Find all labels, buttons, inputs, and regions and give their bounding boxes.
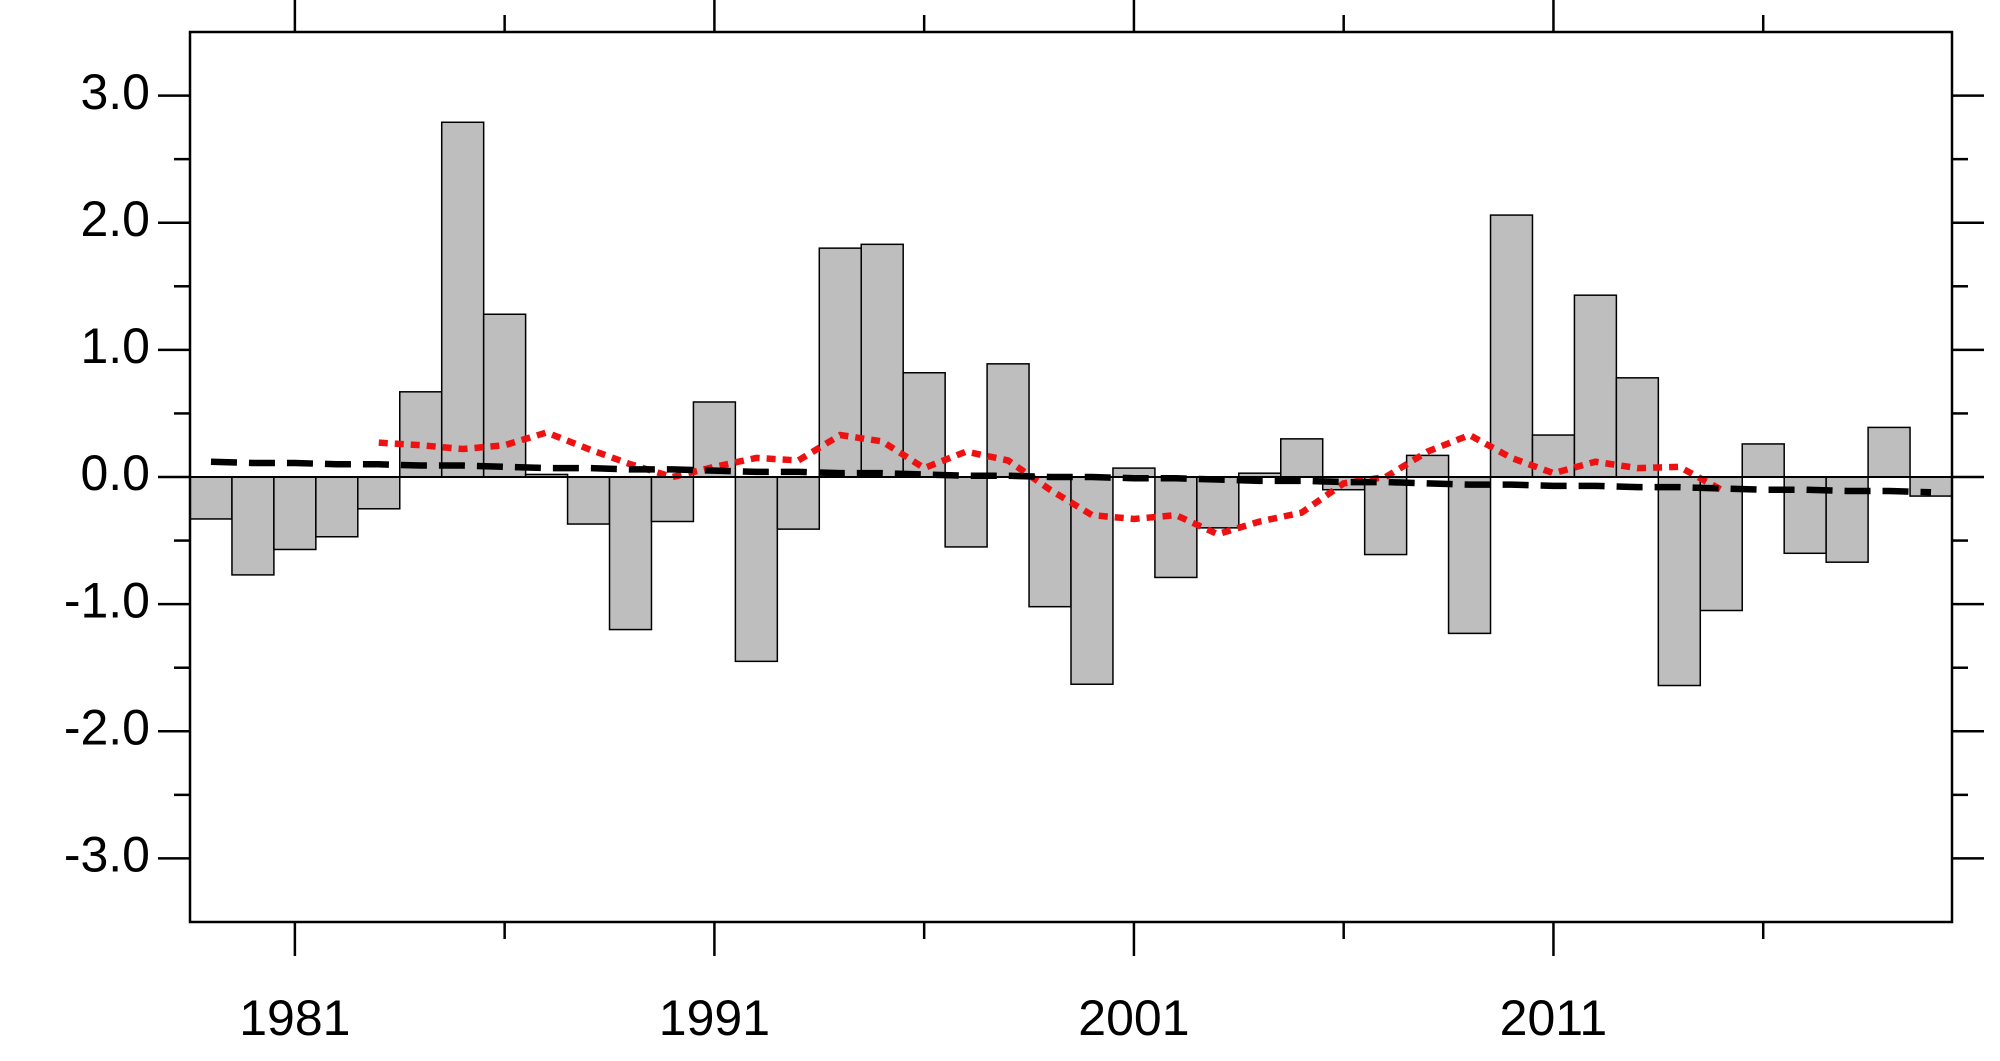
bar bbox=[692, 401, 737, 478]
bar bbox=[1531, 434, 1576, 478]
y-tick-label: 1.0 bbox=[80, 318, 150, 374]
bar bbox=[734, 476, 779, 663]
bar bbox=[315, 476, 359, 538]
bar bbox=[860, 243, 904, 478]
bar bbox=[357, 476, 401, 510]
x-tick-label: 2001 bbox=[1078, 990, 1189, 1046]
y-tick-label: 3.0 bbox=[80, 64, 150, 120]
x-tick-label: 1991 bbox=[659, 990, 770, 1046]
y-tick-label: -3.0 bbox=[64, 827, 150, 883]
bar bbox=[566, 476, 611, 525]
bar bbox=[1489, 214, 1534, 478]
bar bbox=[189, 476, 233, 520]
bar bbox=[650, 476, 695, 523]
bar bbox=[1280, 438, 1324, 478]
bar bbox=[944, 476, 988, 548]
bar bbox=[1867, 426, 1911, 478]
y-tick-label: 2.0 bbox=[80, 191, 150, 247]
x-tick-label: 2011 bbox=[1500, 990, 1608, 1046]
bar bbox=[1196, 476, 1240, 529]
bar bbox=[1699, 476, 1743, 612]
bar bbox=[1615, 377, 1660, 478]
bar bbox=[273, 476, 317, 551]
bar bbox=[1363, 476, 1408, 556]
bar bbox=[1154, 476, 1198, 579]
bar bbox=[1573, 294, 1618, 478]
bar bbox=[1741, 443, 1785, 478]
bar bbox=[440, 121, 485, 478]
bar bbox=[608, 476, 653, 631]
bar bbox=[902, 371, 946, 478]
bar bbox=[1657, 476, 1702, 687]
y-tick-label: -1.0 bbox=[64, 572, 150, 628]
bar bbox=[482, 313, 527, 478]
y-tick-label: 0.0 bbox=[80, 445, 150, 501]
line bbox=[378, 429, 1723, 538]
bar bbox=[231, 476, 275, 576]
y-tick-label: -2.0 bbox=[64, 699, 150, 755]
bar bbox=[1447, 476, 1492, 635]
bar bbox=[1909, 476, 1953, 497]
bar bbox=[776, 476, 821, 530]
x-tick-label: 1981 bbox=[239, 990, 350, 1046]
